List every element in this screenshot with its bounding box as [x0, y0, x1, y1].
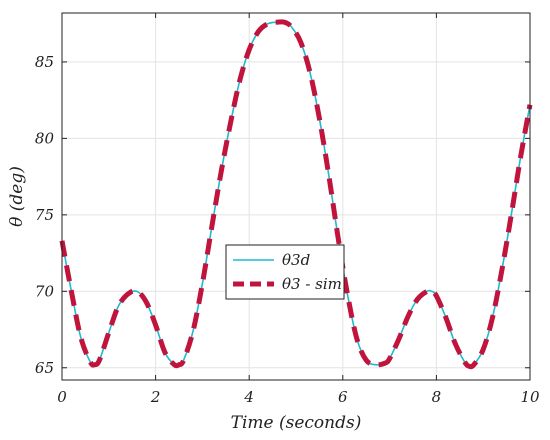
grid-lines: [61, 13, 531, 380]
x-tick-label: 10: [520, 388, 540, 406]
x-axis-title: Time (seconds): [231, 413, 362, 433]
x-tick-label: 4: [243, 388, 254, 406]
y-tick-label: 65: [35, 359, 54, 377]
x-tick-label: 6: [338, 388, 348, 406]
x-tick-label: 8: [432, 388, 442, 406]
legend-label-theta3-sim: θ3 - sim: [282, 275, 342, 293]
legend: θ3d θ3 - sim: [225, 244, 345, 300]
plot-area-frame: [61, 12, 531, 381]
x-tick-labels: 0 2 4 6 8 10: [57, 388, 540, 406]
legend-box: [225, 244, 345, 300]
axis-ticks: [61, 13, 531, 380]
series-line-theta3d: [61, 20, 531, 368]
legend-label-theta3d: θ3d: [282, 251, 310, 269]
y-tick-label: 80: [35, 129, 55, 147]
y-tick-label: 85: [35, 53, 54, 71]
y-tick-label: 75: [35, 206, 54, 224]
x-tick-label: 2: [150, 388, 161, 406]
y-axis-title: θ (deg): [7, 166, 27, 227]
x-tick-label: 0: [57, 388, 67, 406]
series-line-theta3-sim: [59, 19, 533, 370]
y-tick-label: 70: [35, 282, 55, 300]
series-lines: [59, 19, 533, 370]
y-tick-labels: 65 70 75 80 85: [35, 53, 55, 377]
